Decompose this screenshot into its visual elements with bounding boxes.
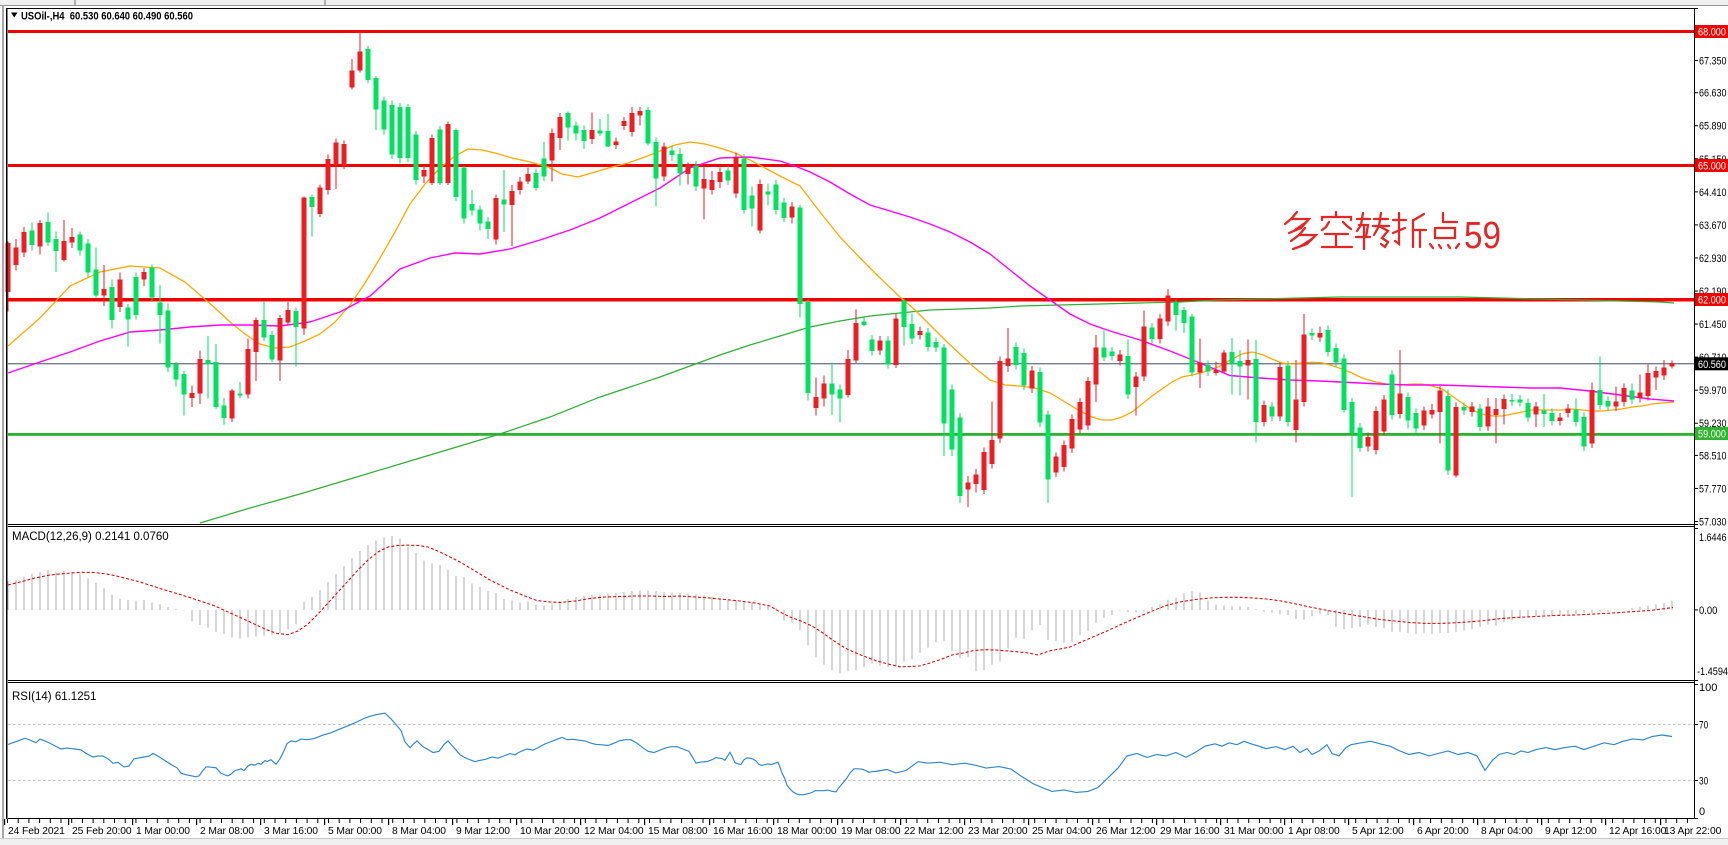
svg-text:RSI(14) 61.1251: RSI(14) 61.1251 xyxy=(12,691,96,703)
svg-text:0: 0 xyxy=(1699,806,1705,818)
svg-text:59: 59 xyxy=(1464,215,1501,257)
svg-text:57.030: 57.030 xyxy=(1699,516,1727,528)
svg-text:0.00: 0.00 xyxy=(1699,605,1717,617)
svg-text:9 Apr 12:00: 9 Apr 12:00 xyxy=(1545,826,1597,837)
svg-text:15 Mar 08:00: 15 Mar 08:00 xyxy=(648,826,708,837)
svg-text:16 Mar 16:00: 16 Mar 16:00 xyxy=(713,826,773,837)
svg-text:58.510: 58.510 xyxy=(1699,450,1727,462)
svg-text:65.890: 65.890 xyxy=(1699,121,1727,133)
svg-text:59.000: 59.000 xyxy=(1698,429,1726,441)
svg-text:65.000: 65.000 xyxy=(1698,160,1726,172)
svg-text:67.350: 67.350 xyxy=(1699,56,1727,68)
svg-text:18 Mar 00:00: 18 Mar 00:00 xyxy=(777,826,837,837)
svg-text:30: 30 xyxy=(1699,776,1708,788)
svg-text:MACD(12,26,9) 0.2141 0.0760: MACD(12,26,9) 0.2141 0.0760 xyxy=(12,531,169,543)
svg-text:-1.4594: -1.4594 xyxy=(1697,666,1728,678)
svg-text:8 Apr 04:00: 8 Apr 04:00 xyxy=(1481,826,1533,837)
svg-text:19 Mar 08:00: 19 Mar 08:00 xyxy=(841,826,901,837)
svg-text:25 Mar 04:00: 25 Mar 04:00 xyxy=(1032,826,1092,837)
svg-text:31 Mar 00:00: 31 Mar 00:00 xyxy=(1224,826,1284,837)
svg-text:62.000: 62.000 xyxy=(1698,294,1726,306)
svg-text:12 Apr 16:00: 12 Apr 16:00 xyxy=(1609,826,1667,837)
svg-text:1 Apr 08:00: 1 Apr 08:00 xyxy=(1288,826,1340,837)
svg-text:6 Apr 20:00: 6 Apr 20:00 xyxy=(1417,826,1469,837)
svg-text:USOil-,H4 60.530 60.640 60.49: USOil-,H4 60.530 60.640 60.490 60.560 xyxy=(21,11,193,23)
svg-text:1.6446: 1.6446 xyxy=(1699,532,1727,544)
svg-text:22 Mar 12:00: 22 Mar 12:00 xyxy=(904,826,964,837)
svg-text:26 Mar 12:00: 26 Mar 12:00 xyxy=(1096,826,1156,837)
svg-text:29 Mar 16:00: 29 Mar 16:00 xyxy=(1160,826,1220,837)
svg-text:61.450: 61.450 xyxy=(1699,319,1727,331)
svg-text:9 Mar 12:00: 9 Mar 12:00 xyxy=(456,826,510,837)
svg-text:60.560: 60.560 xyxy=(1698,359,1726,371)
svg-text:2 Mar 08:00: 2 Mar 08:00 xyxy=(200,826,254,837)
svg-text:5 Apr 12:00: 5 Apr 12:00 xyxy=(1352,826,1404,837)
svg-text:70: 70 xyxy=(1699,720,1708,732)
svg-text:8 Mar 04:00: 8 Mar 04:00 xyxy=(392,826,446,837)
svg-text:23 Mar 20:00: 23 Mar 20:00 xyxy=(968,826,1028,837)
svg-text:24 Feb 2021: 24 Feb 2021 xyxy=(8,826,65,837)
svg-text:57.770: 57.770 xyxy=(1699,483,1727,495)
svg-text:25 Feb 20:00: 25 Feb 20:00 xyxy=(72,826,132,837)
svg-text:59.970: 59.970 xyxy=(1699,385,1727,397)
svg-text:68.000: 68.000 xyxy=(1698,26,1726,38)
svg-text:13 Apr 22:00: 13 Apr 22:00 xyxy=(1664,826,1722,837)
svg-text:5 Mar 00:00: 5 Mar 00:00 xyxy=(328,826,382,837)
svg-text:100: 100 xyxy=(1699,682,1717,694)
svg-text:62.930: 62.930 xyxy=(1699,253,1727,265)
svg-text:63.670: 63.670 xyxy=(1699,220,1727,232)
svg-text:10 Mar 20:00: 10 Mar 20:00 xyxy=(520,826,580,837)
svg-text:3 Mar 16:00: 3 Mar 16:00 xyxy=(264,826,318,837)
svg-text:66.630: 66.630 xyxy=(1699,88,1727,100)
svg-text:64.410: 64.410 xyxy=(1699,187,1727,199)
svg-text:1 Mar 00:00: 1 Mar 00:00 xyxy=(136,826,190,837)
svg-text:12 Mar 04:00: 12 Mar 04:00 xyxy=(584,826,644,837)
